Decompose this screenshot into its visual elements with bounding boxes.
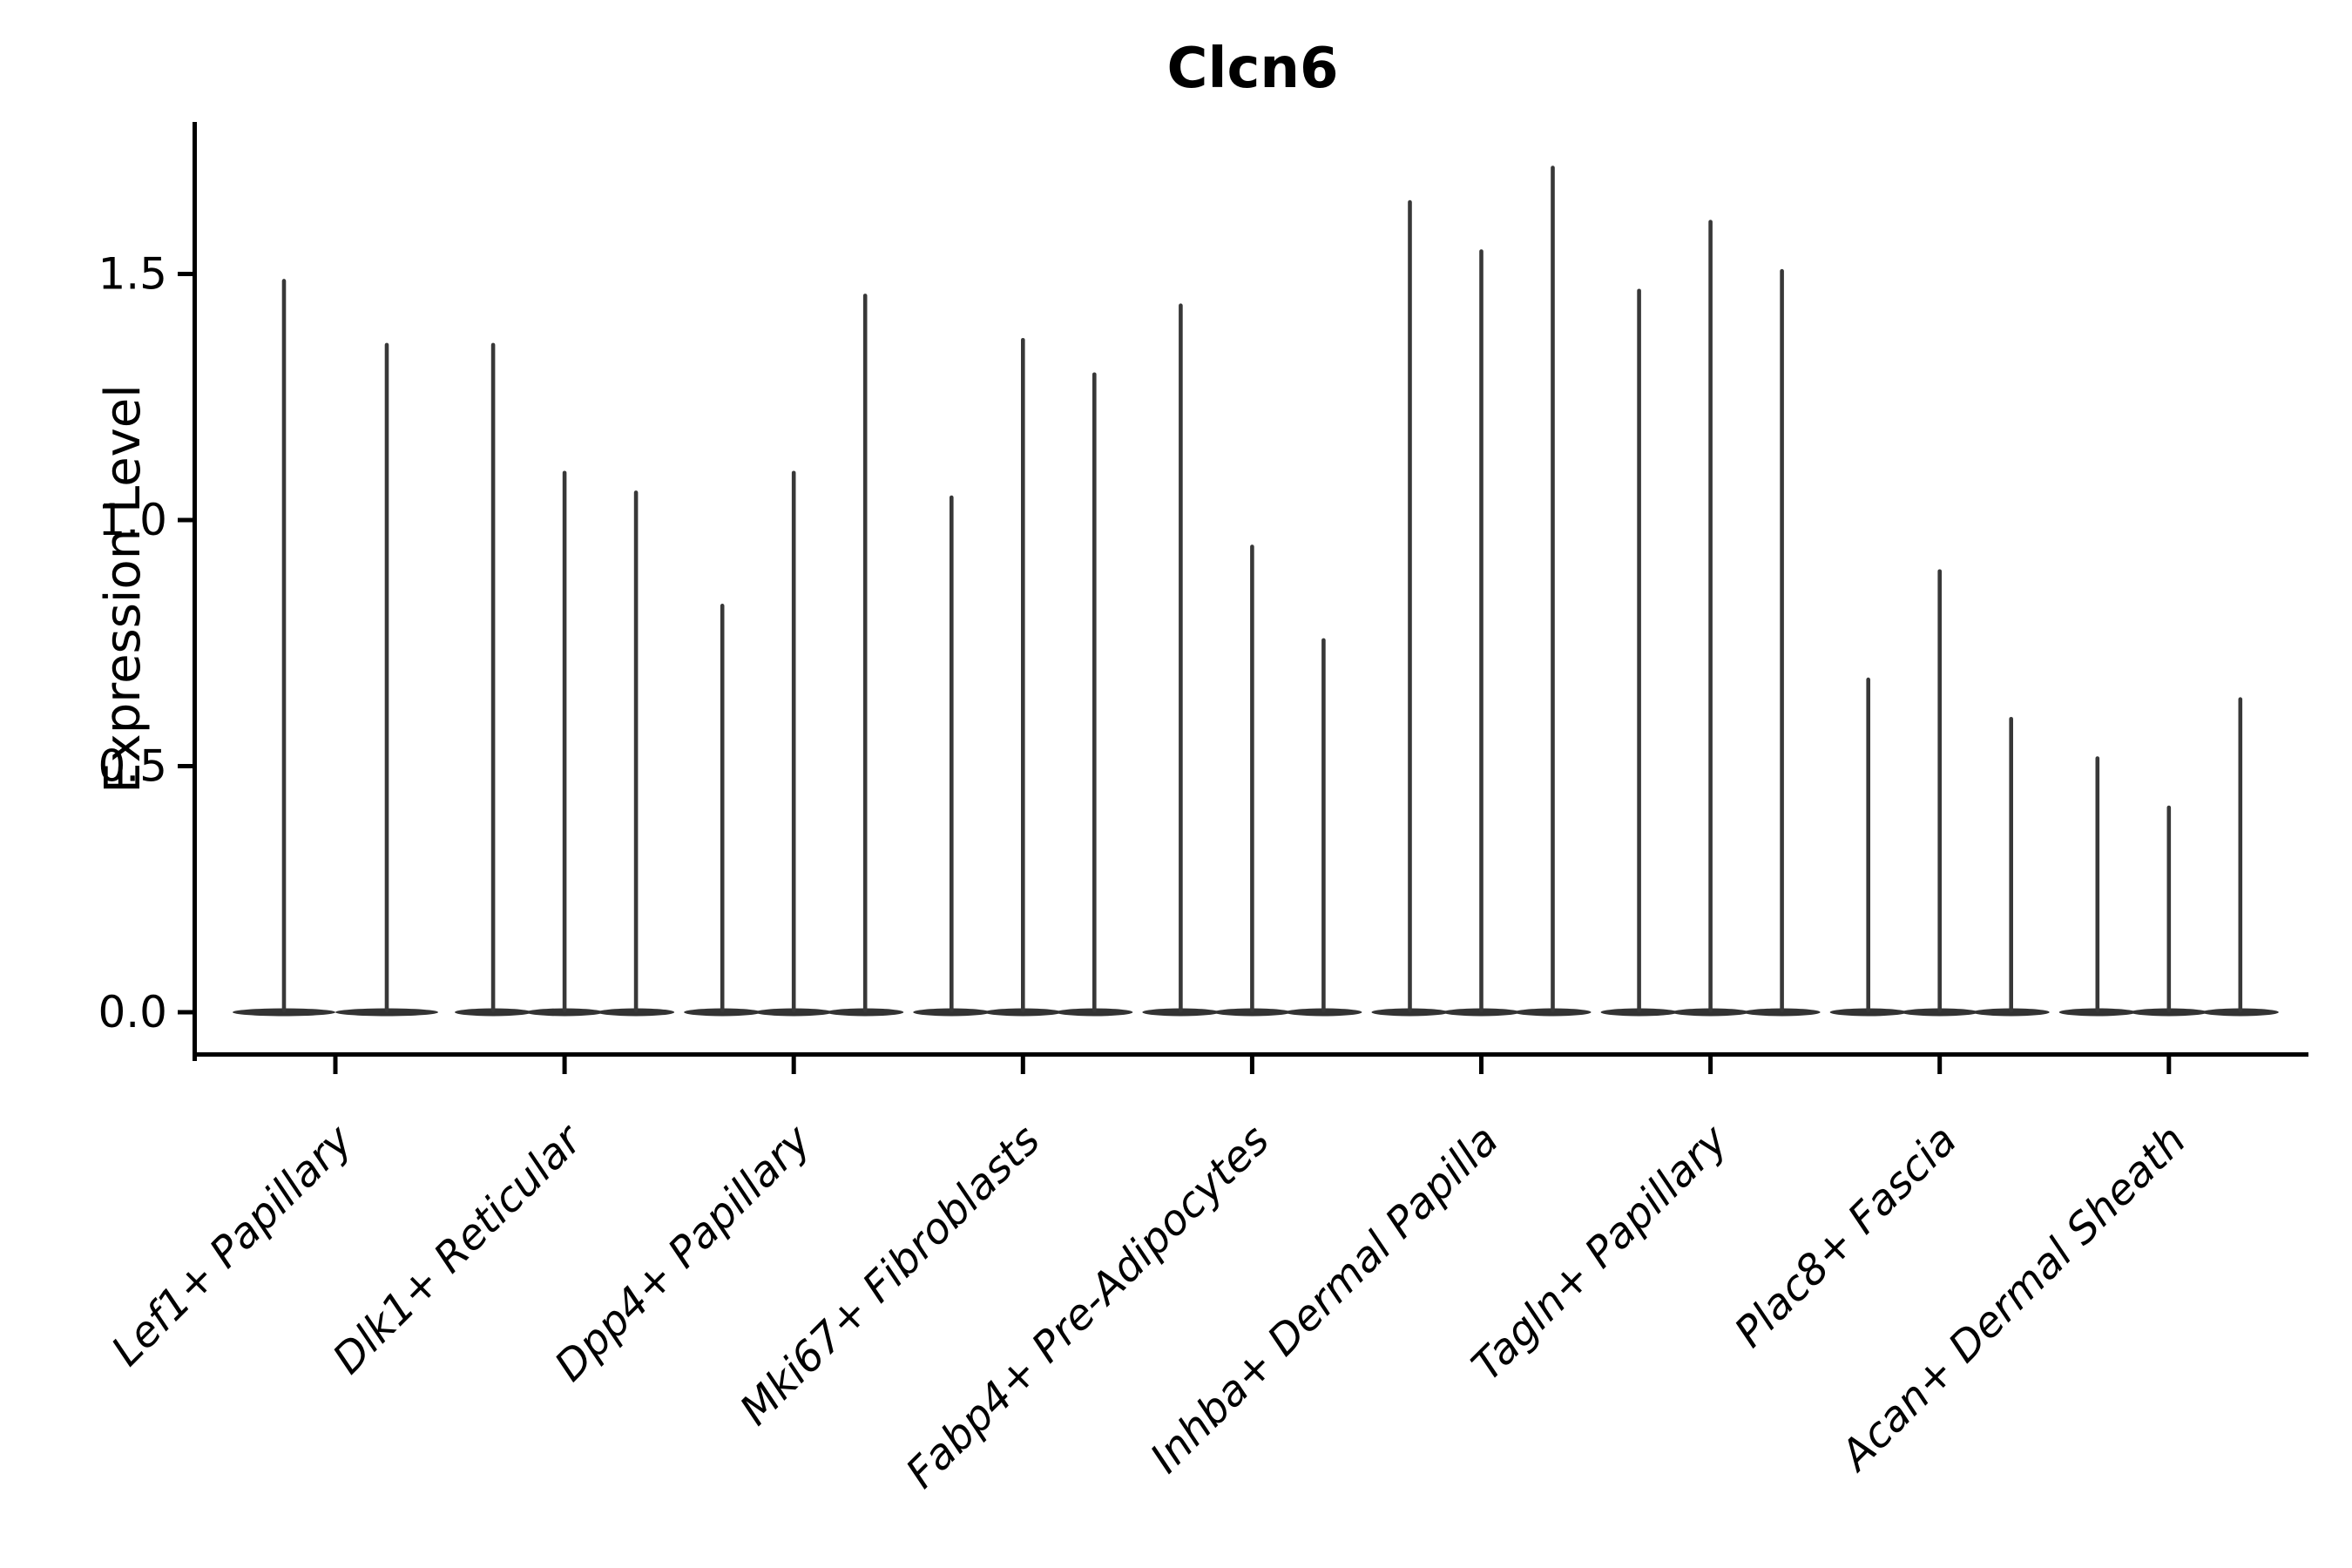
violin-spike — [384, 342, 389, 1013]
violin-spike — [791, 470, 796, 1012]
violin-group — [2058, 697, 2279, 1017]
violin-spike — [1866, 677, 1870, 1012]
violin-spike — [2095, 756, 2100, 1012]
violin-spike — [633, 490, 639, 1012]
violin-group — [1600, 220, 1821, 1017]
violin-spike — [1250, 544, 1254, 1012]
axes — [193, 122, 2308, 1061]
y-tick — [178, 517, 193, 523]
violin-base — [1213, 1008, 1291, 1017]
violin-base — [1600, 1008, 1678, 1017]
violin-group — [913, 337, 1133, 1017]
violin-spike — [2166, 805, 2172, 1012]
x-tick — [1249, 1057, 1254, 1074]
violin-spike — [1551, 166, 1555, 1012]
x-tick-label: Fabp4+ Pre-Adipocytes — [896, 1116, 1279, 1498]
y-tick-label: 0.5 — [98, 741, 167, 792]
x-tick — [791, 1057, 796, 1074]
violin-spike — [1937, 569, 1942, 1012]
violin-spike — [2009, 717, 2013, 1012]
x-tick — [562, 1057, 567, 1074]
y-tick-label: 0.0 — [98, 987, 167, 1037]
violin-group — [233, 279, 438, 1017]
y-tick-label: 1.0 — [98, 495, 167, 545]
y-axis-line — [193, 122, 197, 1061]
violin-group — [684, 294, 904, 1017]
violin-spike — [862, 294, 868, 1013]
x-axis-line — [193, 1052, 2308, 1057]
x-tick-label: Plac8+ Fascia — [1726, 1116, 1967, 1357]
violin-spike — [1479, 249, 1484, 1012]
y-tick-label: 1.5 — [98, 249, 167, 300]
violin-group — [1371, 166, 1592, 1017]
violin-group — [455, 342, 675, 1017]
x-tick-label: Tagln+ Papillary — [1463, 1115, 1738, 1390]
violin-spike — [1092, 372, 1097, 1012]
violin-series — [233, 166, 2279, 1017]
y-tick — [178, 764, 193, 768]
x-tick — [333, 1057, 338, 1074]
x-tick-label: Lef1+ Papillary — [102, 1115, 362, 1375]
x-tick — [1937, 1057, 1943, 1074]
chart-title: Clcn6 — [1167, 37, 1339, 101]
x-tick — [2166, 1057, 2172, 1074]
violin-spike — [1637, 288, 1641, 1012]
x-tick-label: Dlk1+ Reticular — [323, 1114, 593, 1384]
violin-spike — [950, 495, 954, 1012]
y-axis-ticks: 0.0 0.5 1.0 1.5 — [98, 249, 193, 1037]
violin-spike — [1321, 638, 1326, 1012]
violin-spike — [1708, 220, 1713, 1013]
violin-base — [827, 1008, 904, 1017]
x-tick — [1479, 1057, 1484, 1074]
x-tick — [1020, 1057, 1025, 1074]
violin-spike — [562, 470, 567, 1012]
violin-base — [1142, 1008, 1220, 1017]
violin-spike — [1021, 337, 1025, 1012]
violin-group — [1142, 303, 1362, 1017]
x-tick — [1708, 1057, 1713, 1074]
violin-spike — [490, 342, 496, 1013]
violin-spike — [1408, 199, 1412, 1012]
violin-base — [1285, 1008, 1362, 1017]
y-axis-label: Expression Level — [95, 384, 152, 794]
violin-base — [1672, 1008, 1749, 1017]
violin-group — [1829, 569, 2050, 1017]
y-tick — [178, 272, 193, 276]
violin-spike — [1780, 268, 1784, 1013]
y-tick — [178, 1010, 193, 1015]
violin-spike — [1179, 303, 1183, 1012]
violin-spike — [281, 279, 287, 1012]
violin-spike — [720, 604, 725, 1012]
violin-spike — [2238, 697, 2243, 1012]
x-tick-label: Dpp4+ Papillary — [545, 1115, 821, 1390]
